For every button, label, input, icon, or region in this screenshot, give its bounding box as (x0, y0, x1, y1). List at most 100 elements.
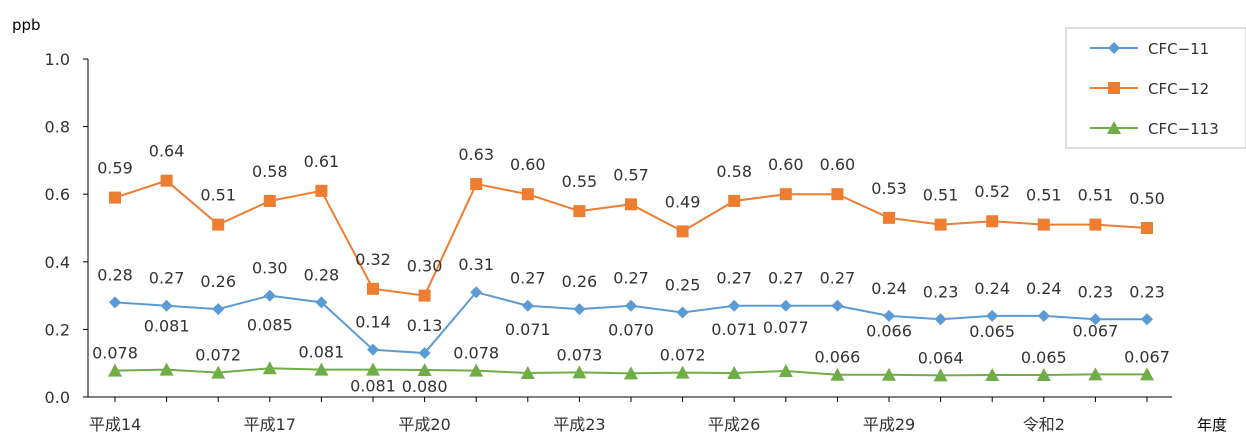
data-label: 0.071 (505, 320, 551, 339)
data-label: 0.61 (304, 152, 340, 171)
x-axis-title: 年度 (1197, 416, 1227, 434)
data-point (727, 366, 742, 380)
data-point (986, 215, 999, 228)
legend-marker (1108, 42, 1120, 54)
y-tick-label: 0.8 (45, 118, 70, 137)
data-label: 0.51 (200, 186, 236, 205)
data-label: 0.064 (918, 348, 964, 367)
data-point (883, 309, 895, 322)
data-point (314, 362, 329, 376)
data-point (470, 286, 483, 299)
chart-axes: 0.0 0.2 0.4 0.6 0.8 1.0 平成14 平成17 平成20 平成23 平成26 平成… (45, 50, 1172, 434)
data-label: 0.31 (458, 255, 494, 274)
series-2 (109, 174, 1153, 302)
data-label: 0.58 (252, 162, 288, 181)
legend-item: CFC−113 (1090, 120, 1219, 138)
x-tick-label: 平成17 (244, 415, 296, 434)
data-point (1089, 313, 1102, 326)
data-point (160, 299, 173, 312)
data-label: 0.28 (97, 265, 133, 284)
data-labels-layer: 0.28 0.27 0.26 0.30 0.28 0.14 0.13 0.31 0.27 0.26… (92, 142, 1170, 396)
data-label: 0.14 (355, 313, 391, 332)
data-label: 0.28 (304, 265, 340, 284)
data-label: 0.30 (252, 259, 288, 278)
data-point (367, 282, 379, 295)
data-point (108, 363, 122, 377)
data-point (625, 299, 637, 312)
data-point (933, 368, 948, 382)
data-point (520, 366, 535, 380)
y-tick-label: 1.0 (45, 50, 70, 69)
data-label: 0.066 (814, 348, 860, 367)
data-point (934, 313, 947, 326)
data-point (366, 362, 380, 376)
data-label: 0.27 (820, 269, 856, 288)
data-label: 0.27 (716, 269, 752, 288)
data-point (1140, 367, 1154, 381)
legend-label: CFC−113 (1148, 120, 1219, 138)
data-point (675, 365, 690, 379)
data-label: 0.065 (969, 322, 1015, 341)
y-tick-label: 0.6 (45, 185, 70, 204)
data-label: 0.51 (923, 186, 959, 205)
data-label: 0.63 (458, 145, 494, 164)
data-label: 0.51 (1078, 186, 1114, 205)
data-point (831, 188, 844, 201)
data-label: 0.27 (149, 269, 185, 288)
data-label: 0.085 (247, 315, 293, 334)
data-point (263, 289, 276, 302)
data-label: 0.49 (665, 192, 701, 211)
legend-marker (1107, 121, 1121, 134)
data-label: 0.067 (1124, 347, 1170, 366)
x-tick-label: 平成29 (863, 415, 915, 434)
data-label: 0.23 (1129, 282, 1165, 301)
data-point (830, 367, 845, 381)
data-point (1141, 313, 1153, 326)
x-tick-label: 平成20 (398, 415, 450, 434)
data-label: 0.59 (97, 159, 133, 178)
data-point (418, 347, 431, 360)
data-label: 0.60 (768, 155, 804, 174)
data-label: 0.080 (402, 377, 448, 396)
data-point (985, 368, 1000, 382)
data-point (624, 366, 638, 380)
data-label: 0.24 (871, 279, 907, 298)
data-point (109, 191, 121, 204)
data-label: 0.27 (768, 269, 804, 288)
data-point (1036, 368, 1051, 382)
data-point (109, 296, 121, 309)
x-tick-label: 平成23 (553, 415, 605, 434)
data-label: 0.60 (820, 155, 856, 174)
data-point (778, 363, 793, 377)
legend-label: CFC−12 (1148, 80, 1209, 98)
y-tick-label: 0.4 (45, 253, 70, 272)
data-point (470, 178, 483, 191)
data-point (212, 303, 225, 316)
data-label: 0.13 (407, 316, 443, 335)
legend-marker (1108, 82, 1120, 94)
legend-item: CFC−11 (1090, 40, 1209, 58)
data-point (521, 299, 534, 312)
series-layer (108, 174, 1154, 382)
data-point (1037, 218, 1050, 231)
data-point (779, 188, 792, 201)
series-3 (108, 361, 1154, 382)
data-point (315, 184, 328, 197)
data-label: 0.072 (660, 346, 706, 365)
data-point (625, 198, 637, 211)
legend-item: CFC−12 (1090, 80, 1209, 98)
data-label: 0.23 (923, 282, 959, 301)
data-label: 0.27 (510, 269, 546, 288)
data-point (1141, 222, 1153, 234)
data-point (728, 194, 741, 207)
data-label: 0.073 (556, 345, 602, 364)
data-point (262, 361, 277, 375)
legend: CFC−11 CFC−12 CFC−113 (1065, 27, 1246, 149)
data-point (882, 367, 896, 381)
data-point (1089, 218, 1102, 231)
data-point (418, 289, 431, 302)
data-point (676, 225, 689, 238)
data-point (986, 309, 999, 322)
data-label: 0.52 (974, 182, 1010, 201)
